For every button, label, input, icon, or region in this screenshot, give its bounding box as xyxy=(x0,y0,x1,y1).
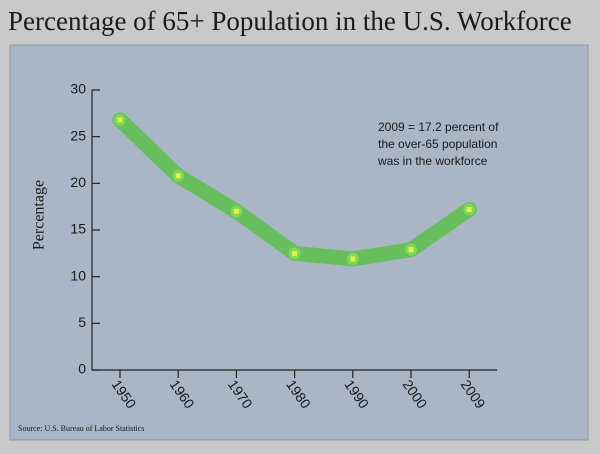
y-tick-label: 5 xyxy=(78,314,86,330)
annotation-line: 2009 = 17.2 percent of xyxy=(378,120,499,134)
annotation-line: the over-65 population xyxy=(378,137,497,151)
plot-panel xyxy=(9,44,589,441)
point-marker xyxy=(233,208,239,214)
y-tick-label: 15 xyxy=(70,221,86,237)
annotation-line: was in the workforce xyxy=(377,154,488,168)
point-marker xyxy=(408,247,414,253)
y-tick-label: 0 xyxy=(78,361,86,377)
y-tick-label: 10 xyxy=(70,267,86,283)
y-tick-label: 25 xyxy=(70,127,86,143)
y-tick-label: 30 xyxy=(70,81,86,97)
point-marker xyxy=(175,173,181,179)
point-marker xyxy=(117,117,123,123)
y-axis-label: Percentage xyxy=(31,180,48,250)
y-tick-label: 20 xyxy=(70,174,86,190)
point-marker xyxy=(292,250,298,256)
point-marker xyxy=(466,206,472,212)
source-note: Source: U.S. Bureau of Labor Statistics xyxy=(18,424,144,433)
point-marker xyxy=(350,256,356,262)
chart-title: Percentage of 65+ Population in the U.S.… xyxy=(8,6,572,36)
